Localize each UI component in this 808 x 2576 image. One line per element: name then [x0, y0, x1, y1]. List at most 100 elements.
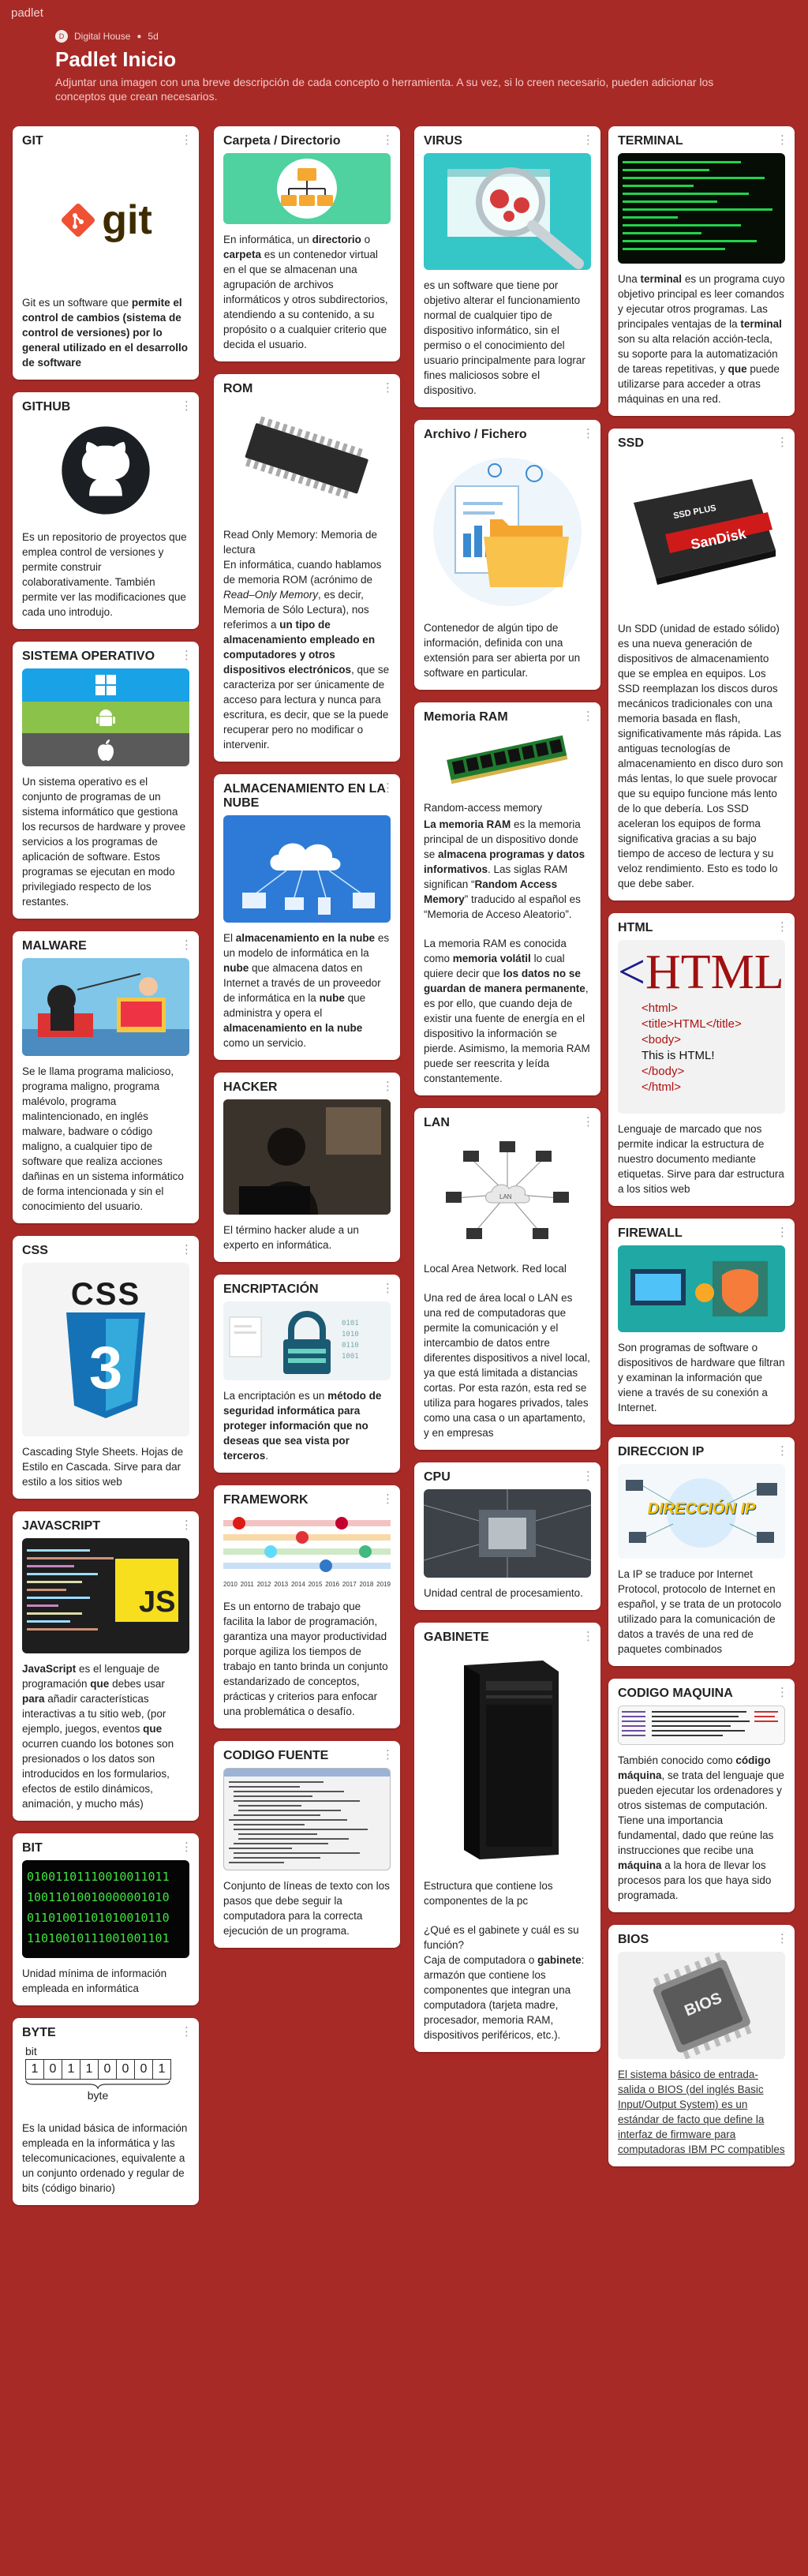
- bios-chip-image[interactable]: BIOS: [618, 1952, 785, 2059]
- card-bios[interactable]: BIOS ⋮ BIOS El sistema básico de entrada…: [608, 1925, 795, 2166]
- terminal-image[interactable]: [618, 153, 785, 264]
- more-icon[interactable]: ⋮: [181, 1518, 193, 1532]
- more-icon[interactable]: ⋮: [382, 1748, 394, 1762]
- card-title: ENCRIPTACIÓN: [223, 1282, 319, 1296]
- file-folder-image[interactable]: [424, 447, 591, 612]
- card-ssd[interactable]: SSD ⋮ SSD PLUS SanDisk Un SDD (unidad de…: [608, 429, 795, 900]
- card-lan[interactable]: LAN ⋮ LAN Local Area Network. Red local U…: [414, 1108, 600, 1450]
- machine-code-image[interactable]: [618, 1705, 785, 1745]
- more-icon[interactable]: ⋮: [181, 2025, 193, 2039]
- more-icon[interactable]: ⋮: [776, 1226, 788, 1239]
- card-nube[interactable]: ALMACENAMIENTO EN LA NUBE ⋮ El almacenam…: [214, 774, 400, 1060]
- page-title: Padlet Inicio: [55, 47, 177, 71]
- card-title: VIRUS: [424, 134, 462, 148]
- git-logo-image[interactable]: git: [22, 153, 189, 287]
- github-logo-image[interactable]: [22, 419, 189, 522]
- card-sistema-operativo[interactable]: SISTEMA OPERATIVO ⋮ Un sistema operativo…: [13, 642, 199, 919]
- css3-logo-image[interactable]: CSS 3: [22, 1263, 189, 1436]
- hacker-photo[interactable]: [223, 1099, 391, 1215]
- virus-image[interactable]: [424, 153, 591, 270]
- more-icon[interactable]: ⋮: [582, 427, 594, 440]
- card-body: El término hacker alude a un experto en …: [223, 1224, 359, 1251]
- card-codigo-maquina[interactable]: CODIGO MAQUINA ⋮ También conocido como c…: [608, 1679, 795, 1912]
- more-icon[interactable]: ⋮: [776, 920, 788, 934]
- card-cpu[interactable]: CPU ⋮ Unidad central de procesamiento.: [414, 1462, 600, 1610]
- source-code-image[interactable]: [223, 1768, 391, 1870]
- card-codigo-fuente[interactable]: CODIGO FUENTE ⋮ Conjunto de líneas de te…: [214, 1741, 400, 1948]
- card-title: FIREWALL: [618, 1226, 683, 1240]
- app-brand[interactable]: padlet: [11, 6, 43, 20]
- more-icon[interactable]: ⋮: [582, 1470, 594, 1483]
- card-body: Conjunto de líneas de texto con los paso…: [223, 1880, 390, 1937]
- encryption-image[interactable]: 0101 1010 0110 1001: [223, 1301, 391, 1380]
- rom-chip-image[interactable]: [223, 401, 391, 519]
- card-title: Archivo / Fichero: [424, 428, 527, 441]
- lan-diagram-image[interactable]: LAN: [424, 1135, 591, 1253]
- more-icon[interactable]: ⋮: [181, 1840, 193, 1854]
- more-icon[interactable]: ⋮: [776, 1932, 788, 1945]
- more-icon[interactable]: ⋮: [181, 399, 193, 413]
- more-icon[interactable]: ⋮: [181, 649, 193, 662]
- more-icon[interactable]: ⋮: [181, 938, 193, 952]
- ram-module-image[interactable]: [424, 729, 591, 792]
- more-icon[interactable]: ⋮: [382, 781, 394, 795]
- ssd-image[interactable]: SSD PLUS SanDisk: [618, 455, 785, 613]
- more-icon[interactable]: ⋮: [582, 133, 594, 147]
- bios-link[interactable]: El sistema básico de entrada-salida o BI…: [618, 2069, 785, 2155]
- more-icon[interactable]: ⋮: [582, 1630, 594, 1643]
- more-icon[interactable]: ⋮: [776, 1444, 788, 1458]
- firewall-image[interactable]: [618, 1245, 785, 1332]
- more-icon[interactable]: ⋮: [382, 133, 394, 147]
- card-github[interactable]: GITHUB ⋮ Es un repositorio de proyectos …: [13, 392, 199, 629]
- ip-address-image[interactable]: DIRECCIÓN IP: [618, 1464, 785, 1559]
- card-bit[interactable]: BIT ⋮ 01001101110010011011 1001101001000…: [13, 1833, 199, 2005]
- card-git[interactable]: GIT ⋮ git Git es un software que permite…: [13, 126, 199, 380]
- card-encriptacion[interactable]: ENCRIPTACIÓN ⋮ 0101 1010 0110 1001 La encri…: [214, 1275, 400, 1473]
- cpu-image[interactable]: [424, 1489, 591, 1578]
- cloud-storage-image[interactable]: [223, 815, 391, 923]
- binary-image[interactable]: 01001101110010011011 1001101001000000101…: [22, 1860, 189, 1958]
- card-javascript[interactable]: JAVASCRIPT ⋮ JS JavaScript es el lenguaj…: [13, 1511, 199, 1821]
- more-icon[interactable]: ⋮: [776, 436, 788, 449]
- malware-illustration[interactable]: [22, 958, 189, 1056]
- more-icon[interactable]: ⋮: [181, 133, 193, 147]
- card-css[interactable]: CSS ⋮ CSS 3 Cascading Style Sheets. Hoja…: [13, 1236, 199, 1499]
- card-body: Estructura que contiene los componentes …: [424, 1880, 585, 2041]
- more-icon[interactable]: ⋮: [382, 1080, 394, 1093]
- more-icon[interactable]: ⋮: [776, 1686, 788, 1699]
- html-logo-image[interactable]: <HTML> <html> <title>HTML</title> <body>…: [618, 940, 785, 1114]
- card-firewall[interactable]: FIREWALL ⋮ Son programas de software o d…: [608, 1219, 795, 1425]
- card-archivo[interactable]: Archivo / Fichero ⋮ Contenedor de algún …: [414, 420, 600, 690]
- card-framework[interactable]: FRAMEWORK ⋮ 2010 2011 2012 2013 2014 2015 2016…: [214, 1485, 400, 1728]
- card-html[interactable]: HTML ⋮ <HTML> <html> <title>HTML</title>…: [608, 913, 795, 1206]
- card-byte[interactable]: BYTE ⋮ bit 1 0 1 1 0 0 0 1 byte Es la un…: [13, 2018, 199, 2205]
- more-icon[interactable]: ⋮: [382, 1492, 394, 1506]
- more-icon[interactable]: ⋮: [382, 381, 394, 395]
- os-logos-image[interactable]: [22, 668, 189, 766]
- column-3: VIRUS ⋮ es un software que tiene por obj…: [414, 126, 600, 2065]
- more-icon[interactable]: ⋮: [776, 133, 788, 147]
- code-editor-icon: [27, 1549, 178, 1631]
- author-name[interactable]: Digital House: [74, 31, 131, 42]
- card-gabinete[interactable]: GABINETE ⋮ Estructura que contiene los c…: [414, 1623, 600, 2052]
- card-carpeta[interactable]: Carpeta / Directorio ⋮ En informática, u…: [214, 126, 400, 361]
- pc-case-image[interactable]: [424, 1649, 591, 1870]
- byte-diagram[interactable]: bit 1 0 1 1 0 0 0 1 byte: [22, 2045, 189, 2113]
- card-direccion-ip[interactable]: DIRECCION IP ⋮ DIRECCIÓN IP La IP se tra…: [608, 1437, 795, 1666]
- folder-tree-image[interactable]: [223, 153, 391, 224]
- avatar[interactable]: D: [55, 30, 68, 43]
- more-icon[interactable]: ⋮: [582, 710, 594, 723]
- card-terminal[interactable]: TERMINAL ⋮ Una terminal es un programa c…: [608, 126, 795, 416]
- card-virus[interactable]: VIRUS ⋮ es un software que tiene por obj…: [414, 126, 600, 407]
- card-rom[interactable]: ROM ⋮ Read Only Memory: Memoria de lectu…: [214, 374, 400, 762]
- javascript-code-image[interactable]: JS: [22, 1538, 189, 1653]
- git-diamond-icon: [62, 204, 95, 237]
- card-hacker[interactable]: HACKER ⋮ El término hacker alude a un ex…: [214, 1073, 400, 1262]
- more-icon[interactable]: ⋮: [181, 1243, 193, 1256]
- more-icon[interactable]: ⋮: [382, 1282, 394, 1295]
- more-icon[interactable]: ⋮: [582, 1115, 594, 1129]
- card-malware[interactable]: MALWARE ⋮ Se le llama programa malicioso…: [13, 931, 199, 1223]
- bit-cell: 0: [44, 2059, 62, 2080]
- card-ram[interactable]: Memoria RAM ⋮ Random-access memory La me…: [414, 702, 600, 1095]
- framework-timeline-image[interactable]: 2010 2011 2012 2013 2014 2015 2016 2017 2018 2019: [223, 1512, 391, 1591]
